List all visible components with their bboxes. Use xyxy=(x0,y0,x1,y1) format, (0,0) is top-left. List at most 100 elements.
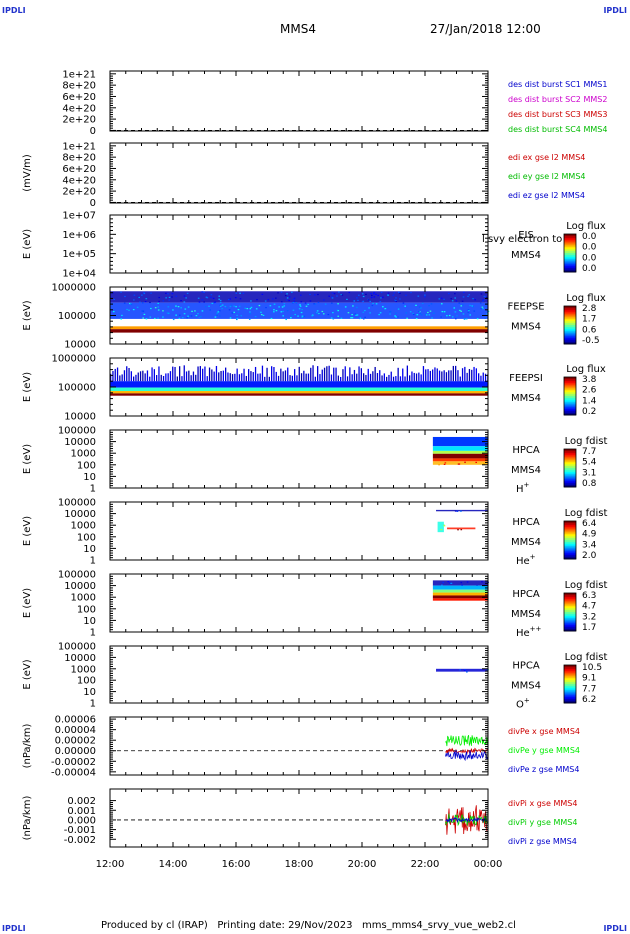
colorbar-tick-label: 4.9 xyxy=(582,530,597,540)
spectrogram-speck xyxy=(375,303,378,305)
colorbar-swatch xyxy=(564,553,576,556)
spectrogram-speck xyxy=(455,300,458,302)
spectrogram-speck xyxy=(165,292,167,294)
spectrogram-speck xyxy=(143,313,146,315)
colorbar-swatch xyxy=(564,394,576,397)
y-tick-label: 100000 xyxy=(58,383,96,394)
spectrogram-speck xyxy=(235,292,238,294)
spectrogram-speck xyxy=(454,293,456,295)
colorbar-swatch xyxy=(564,608,576,611)
colorbar-swatch xyxy=(564,613,576,617)
legend-entry: des dist burst SC4 MMS4 xyxy=(508,125,607,134)
colorbar-swatch xyxy=(564,340,576,343)
colorbar-swatch xyxy=(564,668,576,672)
y-tick-label: -0.00004 xyxy=(51,767,96,778)
colorbar-swatch xyxy=(564,270,576,273)
spectrogram-speck xyxy=(393,292,396,294)
spectrogram-speck xyxy=(195,374,197,382)
spectrogram-speck xyxy=(221,307,223,310)
spectrogram-speck xyxy=(254,315,257,318)
spectrogram-speck xyxy=(270,317,273,320)
spectrogram-speck xyxy=(175,314,177,316)
spectrogram-speck xyxy=(361,301,364,303)
spectrogram-speck xyxy=(139,301,141,303)
spectrogram-speck xyxy=(227,298,230,301)
colorbar-swatch xyxy=(564,479,576,482)
colorbar-swatch xyxy=(564,464,576,467)
spectrogram-speck xyxy=(133,376,135,382)
instrument-label: EIS xyxy=(518,230,534,241)
instrument-label: HPCA xyxy=(512,445,540,456)
spectrogram-speck xyxy=(244,307,247,309)
spectrogram-speck xyxy=(484,296,487,298)
colorbar-tick-label: 2.0 xyxy=(582,551,597,561)
spectrogram-speck xyxy=(392,294,395,296)
spectrogram-speck xyxy=(266,367,268,382)
spectrogram-speck xyxy=(310,367,312,382)
colorbar-swatch xyxy=(564,521,576,524)
colorbar-swatch xyxy=(564,399,576,403)
y-tick-label: 0.001 xyxy=(67,806,96,817)
y-tick-label: 1e+07 xyxy=(62,211,96,222)
spectrogram-speck xyxy=(259,373,261,382)
spectrogram-speck xyxy=(379,370,381,382)
legend-entry: divPe y gse MMS4 xyxy=(508,746,580,755)
spectrogram-speck xyxy=(355,314,357,316)
spectrogram-speck xyxy=(422,366,425,382)
spectrogram-speck xyxy=(466,671,468,673)
spectrogram-speck xyxy=(340,317,343,319)
colorbar-title: Log fdist xyxy=(565,436,608,447)
spectrogram-speck xyxy=(210,294,213,296)
spectrogram-speck xyxy=(373,296,376,298)
spectrogram-speck xyxy=(236,368,238,382)
spectrogram-speck xyxy=(415,304,417,306)
colorbar-swatch xyxy=(564,471,576,475)
spectrogram-speck xyxy=(275,310,278,312)
colorbar-swatch xyxy=(564,239,576,243)
spectrogram-speck xyxy=(135,374,137,382)
spectrogram-speck xyxy=(284,295,287,297)
spectrogram-speck xyxy=(291,315,293,317)
spectrogram-speck xyxy=(444,462,447,464)
colorbar-swatch xyxy=(564,469,576,473)
spectrogram-speck xyxy=(440,316,442,318)
colorbar-swatch xyxy=(564,241,576,244)
spectrogram-speck xyxy=(252,372,254,382)
spectrogram-speck xyxy=(483,462,485,464)
spectrogram-speck xyxy=(204,366,206,382)
colorbar-swatch xyxy=(564,413,576,416)
colorbar-swatch xyxy=(564,606,576,609)
y-tick-label: 10 xyxy=(83,544,96,555)
spectrogram-speck xyxy=(205,296,208,298)
spectrogram-speck xyxy=(460,305,463,307)
spectrogram-speck xyxy=(156,375,158,382)
spectrogram-speck xyxy=(312,365,314,382)
colorbar-swatch xyxy=(564,384,576,387)
spectrogram-speck xyxy=(472,298,474,300)
spectrogram-speck xyxy=(288,299,290,302)
spectrogram-speck xyxy=(432,369,434,382)
spectrogram-speck xyxy=(137,372,139,382)
spectrogram-speck xyxy=(373,293,375,295)
colorbar-title: Log fdist xyxy=(565,652,608,663)
spectrogram-speck xyxy=(149,301,151,304)
spectrogram-speck xyxy=(313,303,316,305)
spectrogram-speck xyxy=(377,294,379,297)
spectrogram-speck xyxy=(301,309,303,311)
spectrogram-speck xyxy=(293,297,296,299)
spectrogram-speck xyxy=(292,298,295,301)
spectrogram-speck xyxy=(459,376,461,382)
spectrogram-speck xyxy=(364,309,366,312)
spectrogram-speck xyxy=(212,297,215,299)
y-axis-label: E (eV) xyxy=(22,229,33,259)
spectrogram-speck xyxy=(282,315,284,317)
spectrogram-speck xyxy=(271,366,273,382)
spectrogram-speck xyxy=(484,317,487,319)
spectrogram-speck xyxy=(299,305,302,307)
spectrogram-speck xyxy=(354,313,356,315)
spacecraft-title: MMS4 xyxy=(280,22,316,36)
spacecraft-label: MMS4 xyxy=(511,250,541,261)
colorbar-swatch xyxy=(564,328,576,332)
species-label: He++ xyxy=(516,625,542,639)
colorbar-swatch xyxy=(564,258,576,262)
